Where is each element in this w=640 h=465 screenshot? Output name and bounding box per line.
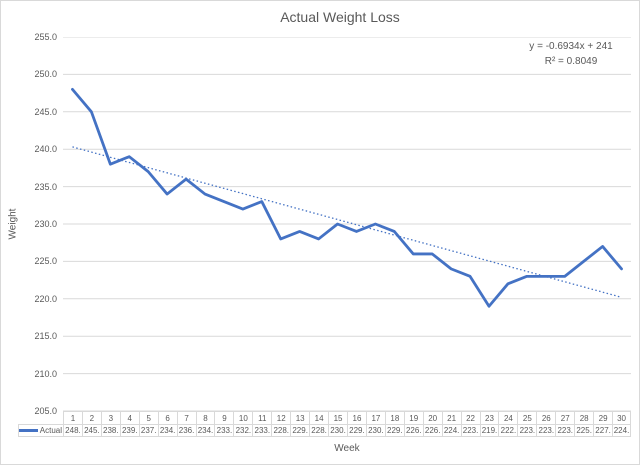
data-table-week-header: 2 bbox=[81, 411, 101, 424]
actual-series-line-swatch bbox=[19, 429, 38, 432]
data-table-week-header: 22 bbox=[460, 411, 480, 424]
y-tick-label: 220.0 bbox=[34, 293, 57, 304]
y-tick-label: 255.0 bbox=[34, 32, 57, 42]
data-table-week-header: 27 bbox=[555, 411, 575, 424]
y-tick-label: 240.0 bbox=[34, 144, 57, 155]
data-table-value: 232. bbox=[233, 424, 253, 437]
data-table-value: 223. bbox=[536, 424, 556, 437]
y-axis-tick-labels: 205.0 210.0 215.0 220.0 225.0 230.0 235.0 240.0… bbox=[1, 1, 57, 464]
data-table-week-header: 17 bbox=[365, 411, 385, 424]
legend-item-actual: Actual bbox=[18, 424, 63, 437]
data-table-value: 239. bbox=[119, 424, 139, 437]
data-table-value: 228. bbox=[309, 424, 329, 437]
data-table-value: 230. bbox=[365, 424, 385, 437]
series-line-actual bbox=[71, 87, 623, 308]
data-table-week-header: 4 bbox=[119, 411, 139, 424]
y-tick-label: 205.0 bbox=[34, 406, 57, 416]
data-table-week-header: 9 bbox=[214, 411, 234, 424]
data-table-corner bbox=[18, 411, 63, 424]
data-table-week-header: 14 bbox=[309, 411, 329, 424]
trendline-r-squared: R² = 0.8049 bbox=[544, 56, 598, 67]
data-table-week-header: 1 bbox=[63, 411, 82, 424]
y-tick-label: 235.0 bbox=[34, 181, 57, 192]
data-table-value: 229. bbox=[384, 424, 404, 437]
data-table-value: 236. bbox=[176, 424, 196, 437]
data-table-value: 234. bbox=[195, 424, 215, 437]
data-table-value: 233. bbox=[252, 424, 272, 437]
data-table-value: 234. bbox=[157, 424, 177, 437]
data-table-value: 219. bbox=[479, 424, 499, 437]
data-table-value: 245. bbox=[81, 424, 101, 437]
data-table-value: 228. bbox=[271, 424, 291, 437]
data-table-week-header: 19 bbox=[403, 411, 423, 424]
data-table-value: 223. bbox=[460, 424, 480, 437]
data-table-week-header: 7 bbox=[176, 411, 196, 424]
data-table-value: 229. bbox=[346, 424, 366, 437]
data-table-week-header: 23 bbox=[479, 411, 499, 424]
data-table-week-header: 28 bbox=[574, 411, 594, 424]
data-table-value: 224. bbox=[612, 424, 631, 437]
data-table-week-header: 11 bbox=[252, 411, 272, 424]
data-table-week-header: 21 bbox=[441, 411, 461, 424]
data-table-week-header: 3 bbox=[100, 411, 120, 424]
data-table-value: 222. bbox=[498, 424, 518, 437]
data-table-week-header: 6 bbox=[157, 411, 177, 424]
chart-data-table: Actual 1 2 3 4 5 6 7 8 9 10 11 12 13 14 15 16 17 18 19 20 21… bbox=[18, 411, 631, 437]
data-table-value: 226. bbox=[422, 424, 442, 437]
data-table-value: 226. bbox=[403, 424, 423, 437]
data-table-value: 227. bbox=[593, 424, 613, 437]
data-table-value: 248. bbox=[63, 424, 82, 437]
chart-title: Actual Weight Loss bbox=[280, 9, 400, 25]
data-table-value: 229. bbox=[290, 424, 310, 437]
data-table-week-header: 20 bbox=[422, 411, 442, 424]
data-table-week-header: 30 bbox=[612, 411, 631, 424]
data-table-value: 238. bbox=[100, 424, 120, 437]
x-axis-title: Week bbox=[334, 443, 360, 454]
plot-area bbox=[63, 37, 631, 411]
y-tick-label: 245.0 bbox=[34, 106, 57, 117]
legend-label: Actual bbox=[39, 426, 62, 435]
data-table-week-header: 5 bbox=[138, 411, 158, 424]
trendline-equation-line: y = -0.6934x + 241 bbox=[529, 41, 613, 52]
data-table-week-header: 15 bbox=[328, 411, 347, 424]
data-table-week-header: 10 bbox=[233, 411, 253, 424]
trendline-equation: y = -0.6934x + 241 R² = 0.8049 bbox=[511, 39, 631, 69]
data-table-week-header: 25 bbox=[517, 411, 537, 424]
data-table-week-header: 29 bbox=[593, 411, 613, 424]
data-table-week-header: 8 bbox=[195, 411, 215, 424]
data-table-value: 223. bbox=[517, 424, 537, 437]
y-tick-label: 210.0 bbox=[34, 368, 57, 379]
y-tick-label: 225.0 bbox=[34, 256, 57, 267]
data-table-week-header: 26 bbox=[536, 411, 556, 424]
y-tick-label: 250.0 bbox=[34, 69, 57, 80]
data-table-week-header: 18 bbox=[384, 411, 404, 424]
trendline bbox=[72, 146, 622, 298]
data-table-value: 230. bbox=[328, 424, 347, 437]
data-table-week-header: 16 bbox=[346, 411, 366, 424]
data-table-value: 237. bbox=[138, 424, 158, 437]
data-table-value: 233. bbox=[214, 424, 234, 437]
data-table-week-header: 12 bbox=[271, 411, 291, 424]
data-table-week-header: 24 bbox=[498, 411, 518, 424]
data-table-value: 224. bbox=[441, 424, 461, 437]
data-table-value: 225. bbox=[574, 424, 594, 437]
data-table-value: 223. bbox=[555, 424, 575, 437]
data-table-week-header: 13 bbox=[290, 411, 310, 424]
y-tick-label: 230.0 bbox=[34, 219, 57, 229]
y-tick-label: 215.0 bbox=[34, 331, 57, 342]
